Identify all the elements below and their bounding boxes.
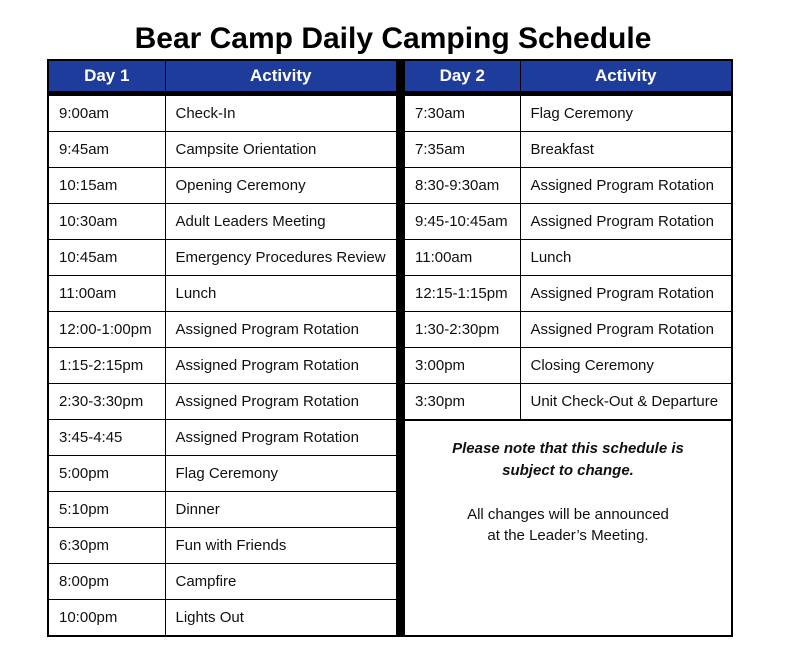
table-row: 9:45am Campsite Orientation xyxy=(47,131,398,168)
time-cell: 9:45am xyxy=(47,131,166,168)
note-emphasis-line: subject to change. xyxy=(502,462,634,479)
activity-cell: Assigned Program Rotation xyxy=(164,347,398,384)
table-row: 3:30pm Unit Check-Out & Departure xyxy=(403,383,733,421)
day1-section: Day 1 Activity 9:00am Check-In 9:45am Camps… xyxy=(47,59,398,637)
time-cell: 7:35am xyxy=(403,131,521,168)
activity-cell: Assigned Program Rotation xyxy=(164,311,398,348)
activity-cell: Dinner xyxy=(164,491,398,528)
table-row: 11:00am Lunch xyxy=(47,275,398,312)
note-emphasis-line: Please note that this schedule is xyxy=(452,440,684,457)
activity-cell: Opening Ceremony xyxy=(164,167,398,204)
table-row: 1:15-2:15pm Assigned Program Rotation xyxy=(47,347,398,384)
schedule-tables: Day 1 Activity 9:00am Check-In 9:45am Camps… xyxy=(47,59,733,637)
activity-cell: Lunch xyxy=(164,275,398,312)
time-cell: 7:30am xyxy=(403,93,521,132)
table-row: 10:45am Emergency Procedures Review xyxy=(47,239,398,276)
activity-cell: Unit Check-Out & Departure xyxy=(519,383,733,421)
table-row: 6:30pm Fun with Friends xyxy=(47,527,398,564)
table-row: 1:30-2:30pm Assigned Program Rotation xyxy=(403,311,733,348)
time-cell: 9:00am xyxy=(47,93,166,132)
time-cell: 3:00pm xyxy=(403,347,521,384)
table-row: 3:00pm Closing Ceremony xyxy=(403,347,733,384)
time-cell: 10:30am xyxy=(47,203,166,240)
activity-cell: Flag Ceremony xyxy=(519,93,733,132)
time-cell: 11:00am xyxy=(47,275,166,312)
table-row: 8:00pm Campfire xyxy=(47,563,398,600)
activity-cell: Campfire xyxy=(164,563,398,600)
table-row: 10:30am Adult Leaders Meeting xyxy=(47,203,398,240)
time-cell: 10:00pm xyxy=(47,599,166,637)
time-cell: 5:10pm xyxy=(47,491,166,528)
table-row: 12:15-1:15pm Assigned Program Rotation xyxy=(403,275,733,312)
day1-table: Day 1 Activity 9:00am Check-In 9:45am Camps… xyxy=(47,59,398,637)
table-row: 10:00pm Lights Out xyxy=(47,599,398,637)
time-cell: 3:45-4:45 xyxy=(47,419,166,456)
day2-section: Day 2 Activity 7:30am Flag Ceremony 7:35am… xyxy=(403,59,733,637)
activity-cell: Assigned Program Rotation xyxy=(519,167,733,204)
time-cell: 2:30-3:30pm xyxy=(47,383,166,420)
activity-cell: Assigned Program Rotation xyxy=(164,419,398,456)
time-cell: 9:45-10:45am xyxy=(403,203,521,240)
table-row: 9:45-10:45am Assigned Program Rotation xyxy=(403,203,733,240)
note-plain-line: at the Leader’s Meeting. xyxy=(487,527,649,544)
activity-cell: Breakfast xyxy=(519,131,733,168)
activity-cell: Assigned Program Rotation xyxy=(519,203,733,240)
table-row: 7:35am Breakfast xyxy=(403,131,733,168)
table-row: 12:00-1:00pm Assigned Program Rotation xyxy=(47,311,398,348)
day1-header-row: Day 1 Activity xyxy=(47,59,398,96)
time-cell: 12:00-1:00pm xyxy=(47,311,166,348)
time-cell: 10:45am xyxy=(47,239,166,276)
activity-cell: Lights Out xyxy=(164,599,398,637)
table-row: 10:15am Opening Ceremony xyxy=(47,167,398,204)
note-plain-line: All changes will be announced xyxy=(467,506,669,523)
table-row: 9:00am Check-In xyxy=(47,93,398,132)
activity-cell: Adult Leaders Meeting xyxy=(164,203,398,240)
activity-cell: Emergency Procedures Review xyxy=(164,239,398,276)
table-row: 3:45-4:45 Assigned Program Rotation xyxy=(47,419,398,456)
day2-activity-column-header: Activity xyxy=(519,59,733,96)
day2-header-row: Day 2 Activity xyxy=(403,59,733,96)
time-cell: 11:00am xyxy=(403,239,521,276)
schedule-note: Please note that this schedule is subjec… xyxy=(403,421,733,637)
note-emphasis-text: Please note that this schedule is subjec… xyxy=(405,438,731,482)
time-cell: 8:00pm xyxy=(47,563,166,600)
time-cell: 6:30pm xyxy=(47,527,166,564)
table-row: 5:10pm Dinner xyxy=(47,491,398,528)
table-row: 7:30am Flag Ceremony xyxy=(403,93,733,132)
time-cell: 5:00pm xyxy=(47,455,166,492)
activity-cell: Assigned Program Rotation xyxy=(519,275,733,312)
time-cell: 12:15-1:15pm xyxy=(403,275,521,312)
activity-cell: Closing Ceremony xyxy=(519,347,733,384)
activity-cell: Flag Ceremony xyxy=(164,455,398,492)
time-cell: 10:15am xyxy=(47,167,166,204)
page-title: Bear Camp Daily Camping Schedule xyxy=(134,22,652,55)
time-cell: 1:15-2:15pm xyxy=(47,347,166,384)
note-plain-text: All changes will be announced at the Lea… xyxy=(405,504,731,546)
activity-cell: Lunch xyxy=(519,239,733,276)
table-divider xyxy=(398,59,403,637)
table-row: 2:30-3:30pm Assigned Program Rotation xyxy=(47,383,398,420)
time-cell: 3:30pm xyxy=(403,383,521,421)
table-row: 5:00pm Flag Ceremony xyxy=(47,455,398,492)
day2-column-header: Day 2 xyxy=(403,59,521,96)
activity-cell: Check-In xyxy=(164,93,398,132)
table-row: 8:30-9:30am Assigned Program Rotation xyxy=(403,167,733,204)
time-cell: 8:30-9:30am xyxy=(403,167,521,204)
time-cell: 1:30-2:30pm xyxy=(403,311,521,348)
activity-cell: Assigned Program Rotation xyxy=(164,383,398,420)
activity-cell: Assigned Program Rotation xyxy=(519,311,733,348)
day2-table: Day 2 Activity 7:30am Flag Ceremony 7:35am… xyxy=(403,59,733,421)
activity-cell: Campsite Orientation xyxy=(164,131,398,168)
table-row: 11:00am Lunch xyxy=(403,239,733,276)
activity-cell: Fun with Friends xyxy=(164,527,398,564)
day1-column-header: Day 1 xyxy=(47,59,166,96)
day1-activity-column-header: Activity xyxy=(164,59,398,96)
